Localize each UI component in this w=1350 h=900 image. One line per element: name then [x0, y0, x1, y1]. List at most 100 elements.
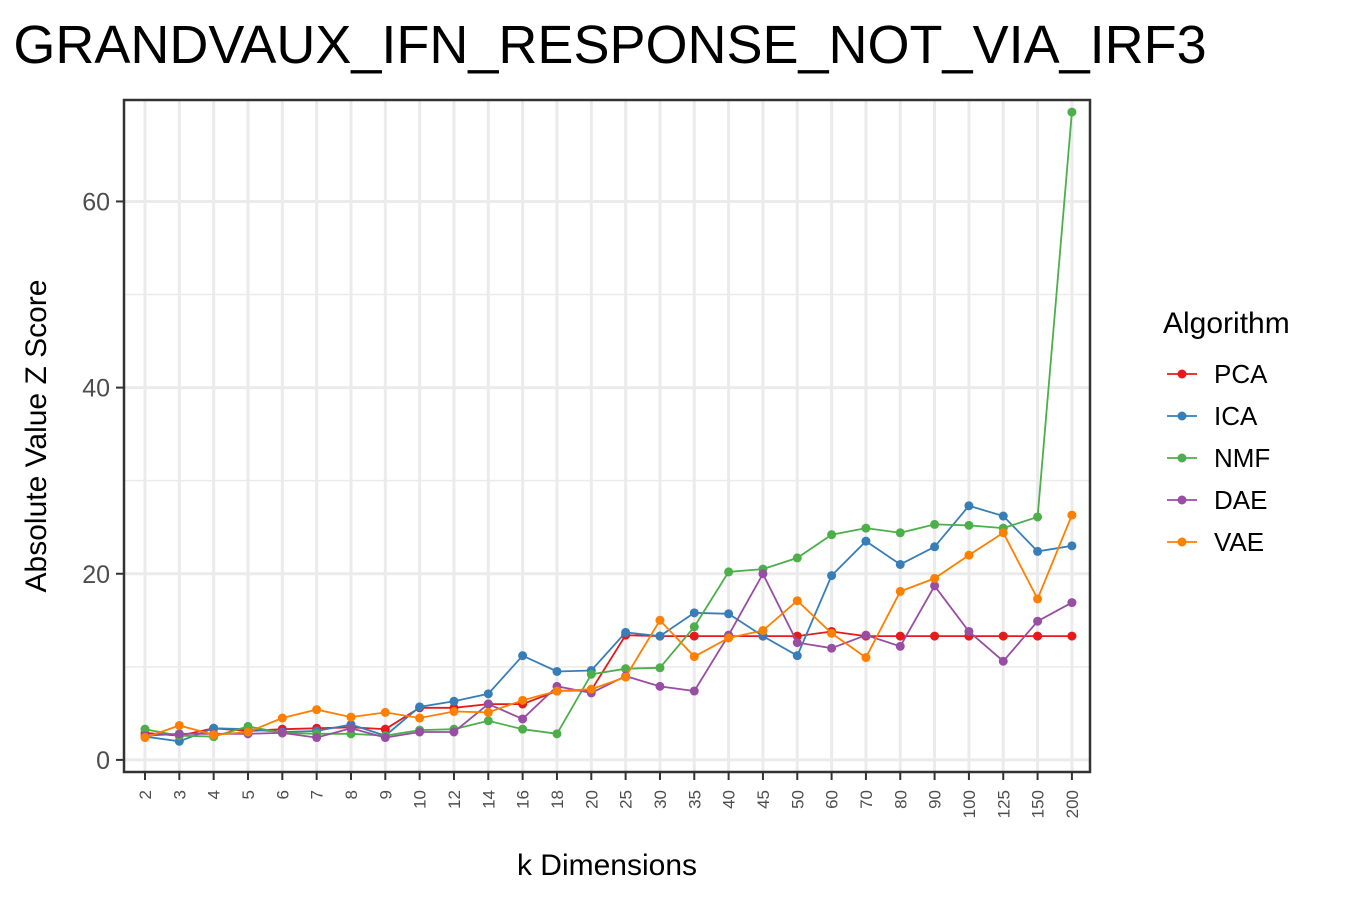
chart-title: GRANDVAUX_IFN_RESPONSE_NOT_VIA_IRF3 [13, 15, 1206, 75]
data-point [140, 724, 150, 734]
data-point [312, 705, 322, 715]
data-point [483, 689, 493, 699]
series-line [144, 630, 1072, 737]
data-point [1033, 631, 1043, 641]
data-point [449, 707, 459, 717]
legend-items: PCA ICA NMF DAE VAE [1167, 359, 1270, 557]
data-point [861, 653, 871, 663]
legend-item-dae: DAE [1167, 485, 1267, 515]
x-tick-label: 10 [411, 790, 430, 809]
data-point [1067, 631, 1077, 641]
data-point [243, 727, 253, 737]
data-point [380, 707, 390, 717]
legend-label: DAE [1214, 485, 1267, 515]
x-tick-label: 90 [926, 790, 945, 809]
data-point [1033, 594, 1043, 604]
series-line [144, 112, 1073, 738]
x-tick-label: 45 [754, 790, 773, 809]
series-line [144, 571, 1073, 739]
data-point [655, 631, 665, 641]
data-point [380, 733, 390, 743]
legend-item-vae: VAE [1167, 527, 1264, 557]
data-point [209, 730, 219, 740]
data-point [380, 724, 390, 734]
x-tick-label: 25 [617, 790, 636, 809]
legend-key-point [1177, 495, 1187, 505]
data-point [655, 615, 665, 625]
x-tick-label: 4 [205, 790, 224, 799]
x-tick-label: 16 [514, 790, 533, 809]
data-point [758, 626, 768, 636]
x-tick-label: 30 [651, 790, 670, 809]
x-tick-label: 5 [239, 790, 258, 799]
data-point [724, 567, 734, 577]
x-tick-label: 2 [136, 790, 155, 799]
data-point [724, 609, 734, 619]
x-tick-label: 14 [479, 790, 498, 809]
data-point [174, 729, 184, 739]
legend-label: VAE [1214, 527, 1264, 557]
data-point [930, 519, 940, 529]
data-point [1067, 541, 1077, 551]
data-point [518, 695, 528, 705]
x-tick-label: 3 [170, 790, 189, 799]
data-point [895, 586, 905, 596]
legend-item-ica: ICA [1167, 401, 1258, 431]
y-tick-label: 20 [82, 561, 110, 589]
legend-key-point [1177, 411, 1187, 421]
data-point [792, 638, 802, 648]
x-tick-label: 6 [273, 790, 292, 799]
data-point [655, 663, 665, 673]
data-point [689, 608, 699, 618]
series-layer [140, 107, 1077, 746]
series-line [144, 504, 1073, 743]
series-dae [140, 569, 1077, 743]
data-point [689, 652, 699, 662]
data-point [1033, 616, 1043, 626]
data-point [964, 550, 974, 560]
y-axis-title: Absolute Value Z Score [20, 280, 53, 593]
x-tick-label: 18 [548, 790, 567, 809]
data-point [998, 656, 1008, 666]
data-point [1033, 546, 1043, 556]
data-point [930, 581, 940, 591]
legend-title: Algorithm [1163, 307, 1290, 340]
data-point [449, 727, 459, 737]
data-point [689, 631, 699, 641]
data-point [552, 729, 562, 739]
x-tick-label: 20 [582, 790, 601, 809]
data-point [655, 681, 665, 691]
x-tick-label: 70 [857, 790, 876, 809]
data-point [415, 702, 425, 712]
legend-label: ICA [1214, 401, 1258, 431]
data-point [586, 669, 596, 679]
data-point [346, 723, 356, 733]
data-point [415, 713, 425, 723]
data-point [930, 631, 940, 641]
panel-border [122, 98, 1092, 774]
data-point [998, 511, 1008, 521]
data-point [998, 528, 1008, 538]
data-point [518, 724, 528, 734]
data-point [483, 699, 493, 709]
series-line [144, 514, 1073, 739]
data-point [930, 542, 940, 552]
data-point [518, 651, 528, 661]
x-tick-label: 125 [994, 790, 1013, 818]
data-point [140, 733, 150, 743]
x-tick-label: 100 [960, 790, 979, 818]
data-point [621, 627, 631, 637]
data-point [552, 666, 562, 676]
x-tick-label: 80 [891, 790, 910, 809]
data-point [552, 686, 562, 696]
data-point [415, 727, 425, 737]
data-point [621, 672, 631, 682]
data-point [895, 559, 905, 569]
data-point [861, 630, 871, 640]
x-tick-label: 35 [685, 790, 704, 809]
legend-item-pca: PCA [1167, 359, 1268, 389]
legend-item-nmf: NMF [1167, 443, 1270, 473]
x-tick-label: 60 [823, 790, 842, 809]
